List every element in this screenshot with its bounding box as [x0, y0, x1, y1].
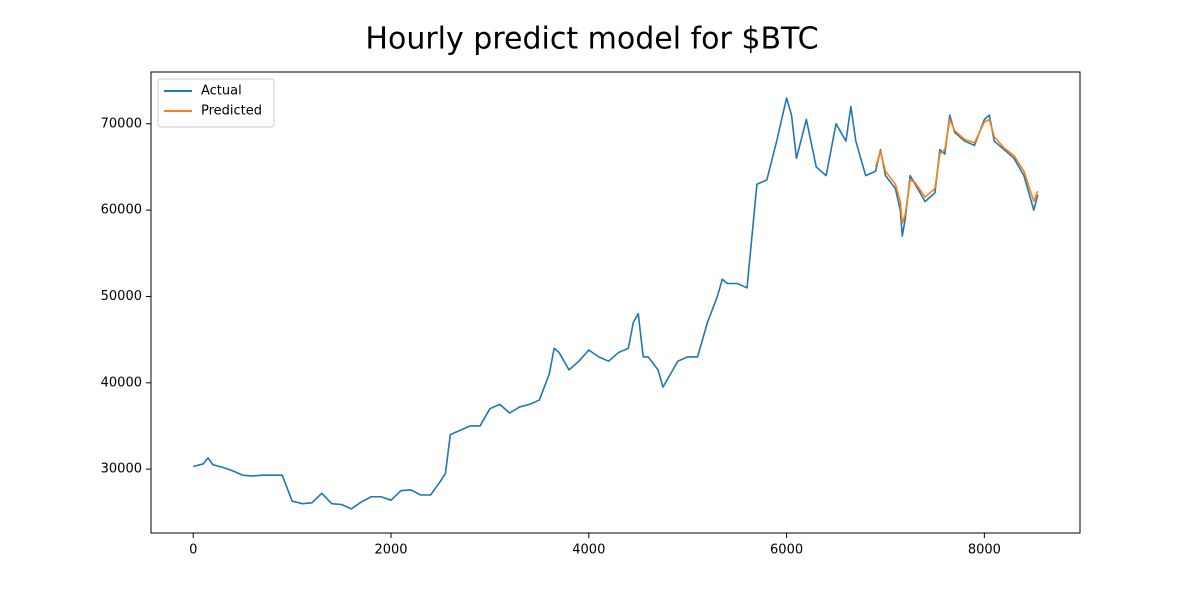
legend-label: Actual [201, 84, 242, 99]
y-tick-label: 70000 [101, 116, 142, 131]
y-tick-label: 40000 [101, 375, 142, 390]
legend-label: Predicted [201, 104, 262, 119]
data-line [874, 118, 1039, 224]
y-tick-label: 50000 [101, 289, 142, 304]
x-tick-label: 4000 [572, 543, 605, 558]
x-tick-label: 8000 [968, 543, 1001, 558]
y-tick-label: 60000 [101, 203, 142, 218]
y-tick-label: 30000 [101, 462, 142, 477]
plot-frame [150, 71, 1081, 534]
x-tick-label: 0 [189, 543, 197, 558]
x-tick-label: 6000 [770, 543, 803, 558]
x-tick-label: 2000 [374, 543, 407, 558]
data-line [193, 97, 1039, 510]
chart-title: Hourly predict model for $BTC [365, 22, 818, 57]
